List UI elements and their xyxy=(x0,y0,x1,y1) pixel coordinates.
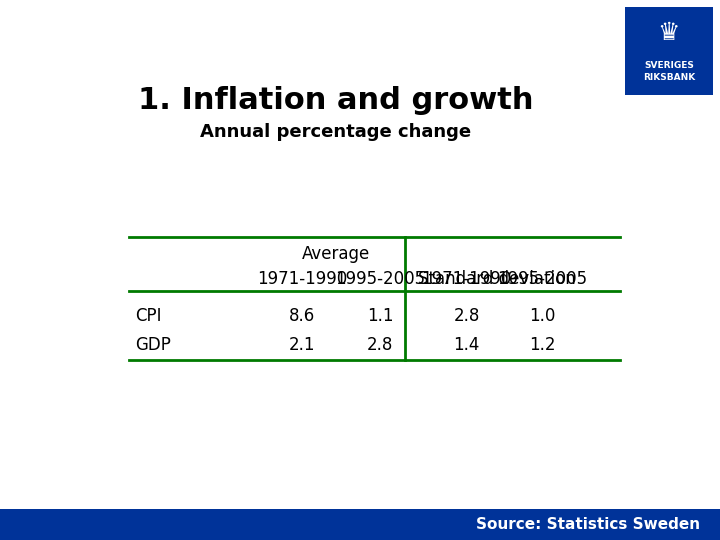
Text: Standard deviation: Standard deviation xyxy=(418,270,576,288)
Text: 2.1: 2.1 xyxy=(289,336,315,354)
Text: CPI: CPI xyxy=(135,307,161,326)
Text: Source: Statistics Sweden: Source: Statistics Sweden xyxy=(476,517,700,532)
Text: 1995-2005: 1995-2005 xyxy=(497,270,587,288)
Text: 2.8: 2.8 xyxy=(367,336,393,354)
Text: 1. Inflation and growth: 1. Inflation and growth xyxy=(138,85,534,114)
Text: GDP: GDP xyxy=(135,336,171,354)
Text: Average: Average xyxy=(302,245,369,263)
Text: 1.2: 1.2 xyxy=(528,336,555,354)
Text: 1.0: 1.0 xyxy=(528,307,555,326)
Text: 1971-1990: 1971-1990 xyxy=(421,270,512,288)
Text: ♛: ♛ xyxy=(657,22,680,45)
Text: 1.1: 1.1 xyxy=(367,307,393,326)
Text: 8.6: 8.6 xyxy=(289,307,315,326)
Text: 1.4: 1.4 xyxy=(454,336,480,354)
Text: Annual percentage change: Annual percentage change xyxy=(200,123,471,141)
Text: 1971-1990: 1971-1990 xyxy=(257,270,347,288)
Text: 1995-2005: 1995-2005 xyxy=(335,270,426,288)
Text: SVERIGES
RIKSBANK: SVERIGES RIKSBANK xyxy=(643,61,695,82)
Text: 2.8: 2.8 xyxy=(454,307,480,326)
